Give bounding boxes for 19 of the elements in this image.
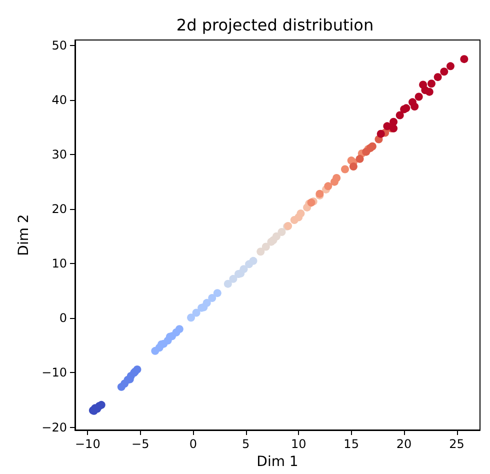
x-tick-label: 20 [396, 437, 412, 451]
y-tick-label: 50 [52, 38, 67, 52]
x-tick-label: −10 [74, 437, 100, 451]
y-tick-label: −10 [42, 366, 67, 380]
y-axis-title: Dim 2 [16, 214, 32, 256]
chart-title: 2d projected distribution [176, 16, 374, 34]
x-tick-label: 5 [242, 437, 250, 451]
y-tick-label: 0 [59, 311, 67, 326]
y-tick-label: 10 [52, 256, 67, 271]
y-tick-label: −20 [42, 420, 67, 434]
x-tick-label: 10 [290, 437, 306, 451]
x-axis-title: Dim 1 [256, 454, 298, 470]
y-tick-label: 20 [52, 202, 67, 216]
x-tick-label: 15 [344, 437, 359, 451]
x-tick-label: 0 [189, 437, 197, 451]
y-tick-label: 30 [52, 148, 67, 162]
y-tick-label: 40 [52, 93, 67, 107]
x-tick-label: −5 [132, 437, 150, 451]
x-tick-label: 25 [449, 437, 464, 451]
